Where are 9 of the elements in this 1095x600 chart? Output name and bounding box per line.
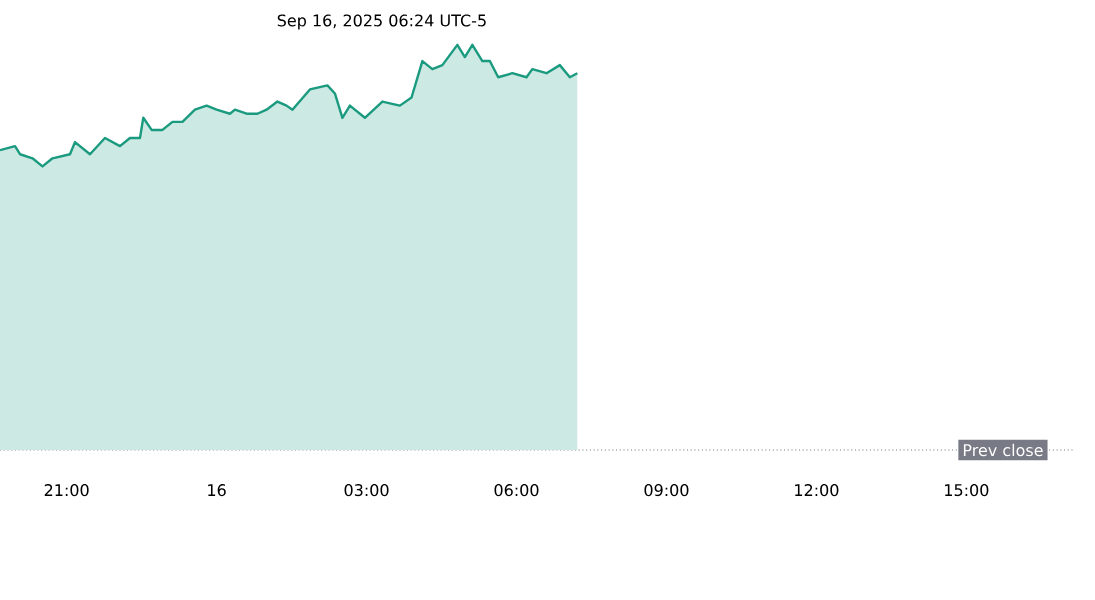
x-tick-label: 03:00	[344, 484, 389, 497]
text: Sep 16, 2025 06:24 UTC-5	[277, 14, 486, 30]
x-tick-label: 16	[208, 484, 226, 497]
x-tick-label: 21:00	[44, 484, 89, 497]
x-tick-label: 12:00	[795, 484, 839, 497]
x-tick-label: 06:00	[494, 484, 539, 497]
x-tick-label: 15:00	[945, 484, 989, 497]
annotation: Prev close	[963, 443, 1043, 457]
x-tick-label: 09:00	[644, 484, 689, 497]
